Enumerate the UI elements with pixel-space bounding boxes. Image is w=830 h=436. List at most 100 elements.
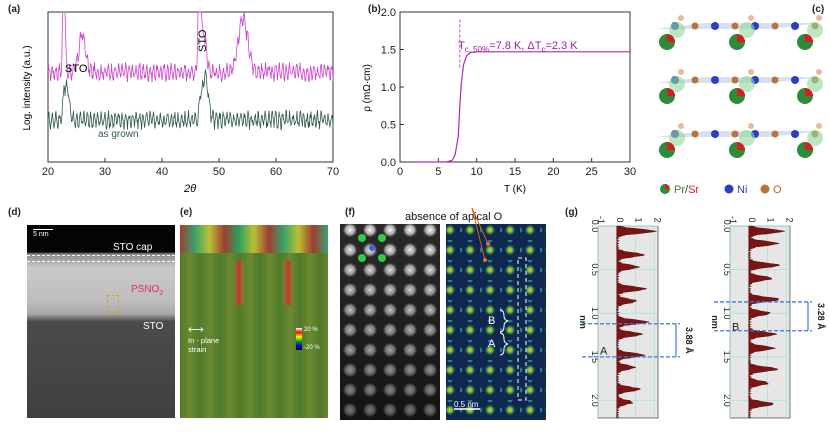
gap-label: 3.88 Å xyxy=(684,327,694,354)
o-atom-back xyxy=(816,69,822,75)
profile-xtick-label: -1 xyxy=(728,216,738,224)
scale-bar-label: 5 nm xyxy=(33,231,49,238)
rho-xtick-label: 5 xyxy=(435,166,441,178)
rho-xtick-label: 30 xyxy=(624,166,636,178)
rho-ylabel: ρ (mΩ·cm) xyxy=(362,64,373,112)
panel-c-label: (c) xyxy=(812,4,825,15)
strain-label: In - plane strain xyxy=(188,336,220,354)
sr-fraction xyxy=(737,34,745,42)
profile-marker: B xyxy=(732,321,739,333)
xrd-series-as-grown xyxy=(47,69,334,131)
cap-boundary-1 xyxy=(27,255,175,256)
strain-hotspot-2 xyxy=(283,261,293,305)
sr-fraction xyxy=(667,142,675,150)
profile-ytick-label: 1.5 xyxy=(722,351,732,364)
o-atom-back xyxy=(678,69,684,75)
rho-xtick-label: 20 xyxy=(547,166,559,178)
xrd-xtick-label: 50 xyxy=(213,166,225,178)
sr-fraction xyxy=(805,88,813,96)
atom-marker-green xyxy=(358,234,366,242)
sto-substrate-label: STO xyxy=(143,321,164,332)
pr-sr-atom-back xyxy=(739,76,755,92)
profile-xtick-label: 0 xyxy=(615,217,625,222)
o-atom-back xyxy=(816,123,822,129)
xrd-ylabel: Log. intensity (a.u.) xyxy=(22,45,33,130)
sr-fraction xyxy=(667,88,675,96)
panel-d-label: (d) xyxy=(8,207,21,218)
o-atom xyxy=(731,130,739,138)
stem-images: B A 0.5 nm xyxy=(340,207,546,420)
colorbar-min: -20 % xyxy=(304,345,320,351)
rho-ytick-label: 0.5 xyxy=(381,120,396,132)
profile-ytick-label: 0.5 xyxy=(590,263,600,276)
brace-a xyxy=(499,332,509,356)
haadf-panel xyxy=(340,224,440,420)
pr-sr-atom-back xyxy=(669,76,685,92)
xrd-xlabel: 2θ xyxy=(183,183,196,195)
panel-a-label: (a) xyxy=(8,4,21,15)
rho-ytick-label: 2.0 xyxy=(381,7,396,19)
o-atom-icon xyxy=(760,184,770,194)
pr-sr-atom-back xyxy=(807,76,823,92)
stem-scale-label: 0.5 nm xyxy=(454,400,479,409)
ni-atom xyxy=(791,76,799,84)
ni-atom-icon xyxy=(724,184,734,194)
xrd-sto-label-2: STO xyxy=(197,29,209,52)
profile-series xyxy=(747,225,785,419)
rho-ytick-label: 1.0 xyxy=(381,82,396,94)
profile-xtick-label: 1 xyxy=(766,217,776,222)
o-atom xyxy=(771,130,779,138)
xrd-sto-label-1: STO xyxy=(65,63,88,75)
strain-hotspot-1 xyxy=(234,261,244,305)
o-atom-back xyxy=(748,69,754,75)
xrd-xtick-label: 20 xyxy=(42,166,54,178)
legend-o: O xyxy=(773,184,782,196)
strain-colorbar xyxy=(296,328,302,350)
cap-boundary-2 xyxy=(27,261,175,262)
legend-pr-sr: Pr/Sr xyxy=(674,184,699,196)
xrd-chart: 20 30 40 50 60 70 STO STO as grown 2θ Log. in… xyxy=(22,11,339,195)
pointer-line-2 xyxy=(471,207,486,261)
brace-b xyxy=(499,309,509,333)
strain-map: ⟷ In - plane strain 20 % -20 % xyxy=(180,225,328,418)
rho-xtick-label: 10 xyxy=(471,166,483,178)
pr-sr-atom-back xyxy=(807,130,823,146)
o-atom-back xyxy=(748,123,754,129)
tc-annotation: Tc, 50%=7.8 K, ΔTc=2.3 K xyxy=(458,40,578,54)
o-atom-back xyxy=(748,15,754,21)
pr-sr-atom-back xyxy=(739,130,755,146)
profile-ytick-label: 0.0 xyxy=(590,220,600,233)
pr-sr-atom-back xyxy=(669,22,685,38)
xrd-xtick-label: 40 xyxy=(156,166,168,178)
abf-panel: B A 0.5 nm xyxy=(446,207,546,420)
rho-xlabel: T (K) xyxy=(504,184,526,195)
psno-label: PSNO2 xyxy=(131,284,164,297)
profile-ytick-label: 1.0 xyxy=(722,307,732,320)
profile-ytick-label: 2.0 xyxy=(722,394,732,407)
profile-xtick-label: 1 xyxy=(634,217,644,222)
scale-bar xyxy=(33,229,53,230)
xrd-frame xyxy=(47,11,334,163)
o-atom-back xyxy=(816,15,822,21)
profile-ytick-label: 0.0 xyxy=(722,220,732,233)
rho-xtick-label: 15 xyxy=(509,166,521,178)
roi-box xyxy=(107,295,119,313)
label-b: B xyxy=(488,315,495,327)
legend-ni: Ni xyxy=(737,184,747,196)
ni-atom xyxy=(791,22,799,30)
apical-o-title: absence of apical O xyxy=(405,211,503,223)
xrd-series-film xyxy=(47,11,334,83)
pointer-line-1 xyxy=(471,207,489,245)
xrd-xtick-label: 70 xyxy=(327,166,339,178)
profile-xtick-label: 2 xyxy=(652,217,662,222)
gap-label: 3.28 Å xyxy=(816,303,826,330)
xrd-xtick-label: 60 xyxy=(270,166,282,178)
sr-fraction xyxy=(667,34,675,42)
profile-ylabel: nm xyxy=(710,315,720,329)
line-profiles: 0.0 0.5 1.0 1.5 2.0 -1 0 1 2 nm 3.88 Å A 0.0 0.5 1.0 1… xyxy=(578,216,826,419)
atom-marker-blue xyxy=(369,245,375,251)
structure-legend: Pr/Sr Ni O xyxy=(660,184,782,196)
label-a: A xyxy=(488,338,496,350)
panel-e-label: (e) xyxy=(180,207,193,218)
ni-atom xyxy=(711,22,719,30)
